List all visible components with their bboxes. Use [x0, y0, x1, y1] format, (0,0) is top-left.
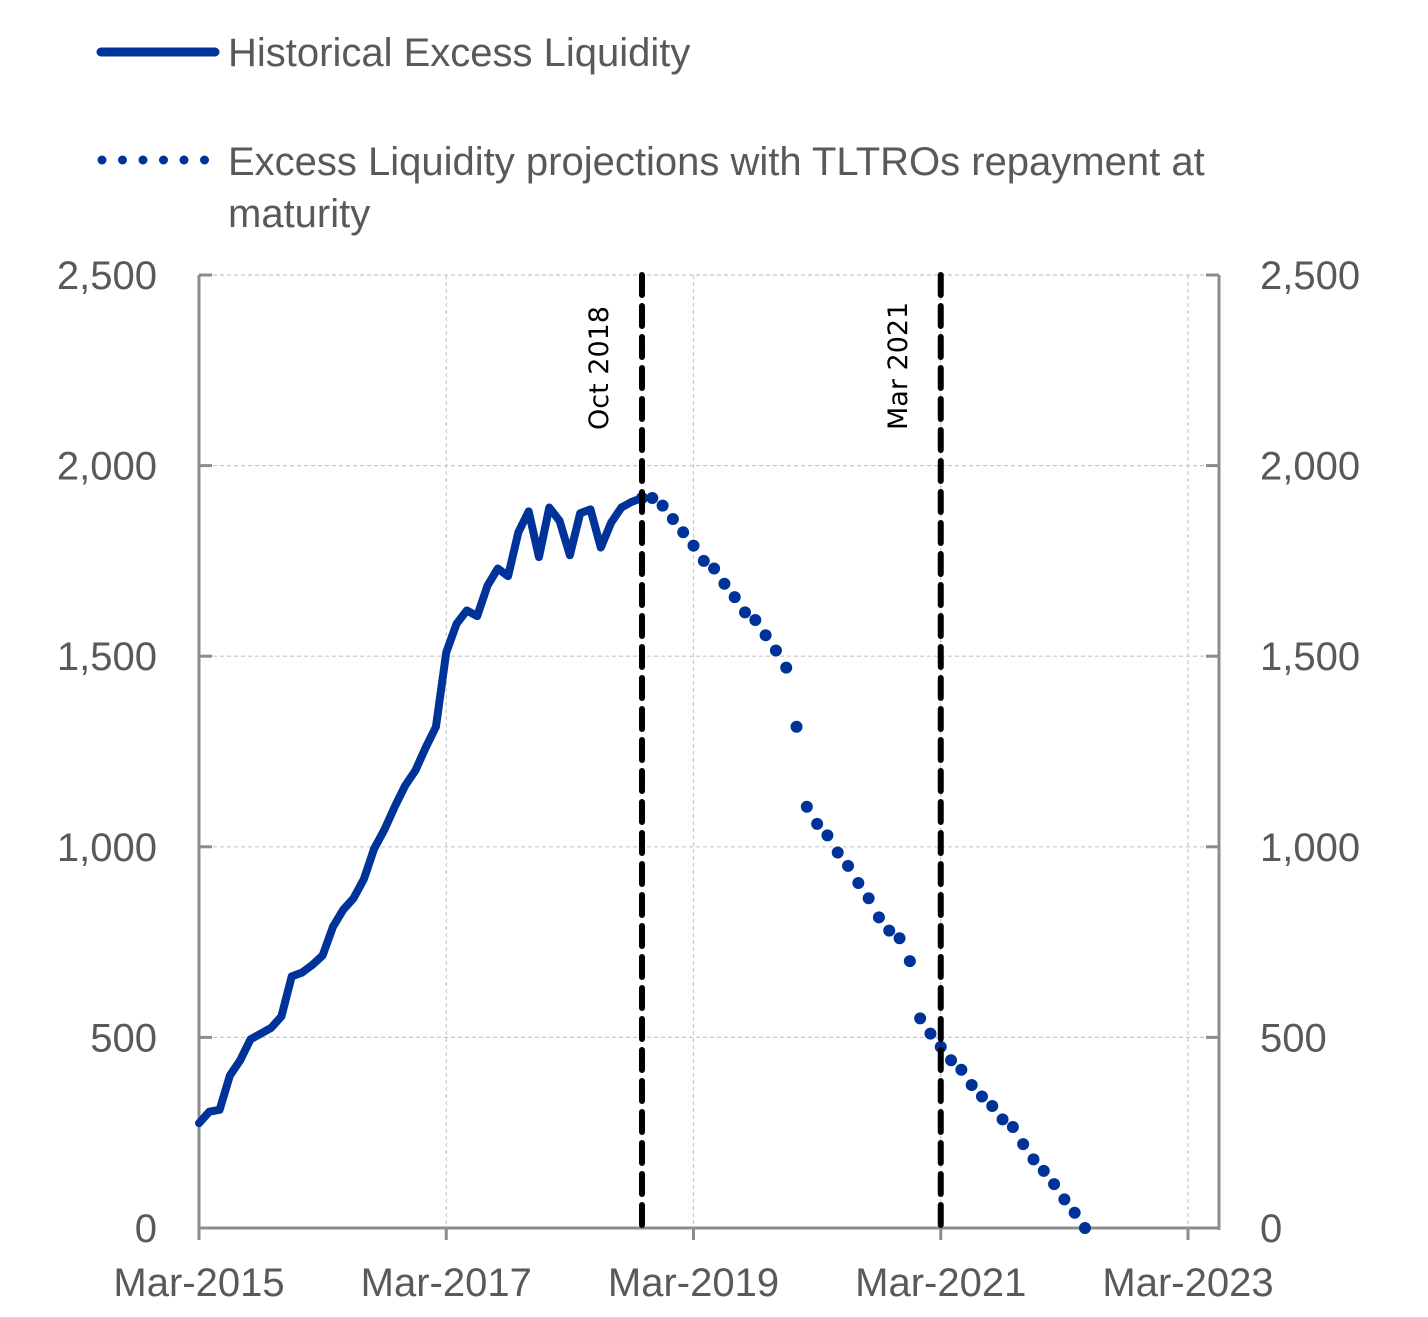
- series-layer: [195, 492, 1091, 1234]
- y-tick-label-right: 500: [1260, 1016, 1327, 1060]
- data-point-projection: [656, 499, 669, 512]
- data-point-projection: [646, 492, 659, 505]
- data-point-projection: [903, 955, 916, 968]
- legend-label-historical: Historical Excess Liquidity: [228, 31, 690, 75]
- annotation-label: Mar 2021: [883, 302, 914, 430]
- data-point-projection: [769, 644, 782, 657]
- series-line-historical: [195, 494, 646, 1128]
- data-point-projection: [1048, 1178, 1061, 1191]
- data-point-projection: [872, 911, 885, 924]
- data-point-projection: [883, 924, 896, 937]
- legend-dot: [97, 155, 107, 165]
- legend-label-projection-line1: Excess Liquidity projections with TLTROs…: [228, 140, 1205, 184]
- x-tick-label: Mar-2015: [113, 1261, 284, 1305]
- data-point-projection: [677, 526, 690, 539]
- annotation-label: Oct 2018: [584, 306, 615, 430]
- y-tick-label-right: 2,000: [1260, 445, 1360, 489]
- data-point-projection: [852, 877, 865, 890]
- data-point-projection: [975, 1090, 988, 1103]
- y-tick-label-left: 500: [90, 1016, 157, 1060]
- axes: [197, 275, 1221, 1230]
- data-point-projection: [697, 554, 710, 567]
- data-point-projection: [728, 591, 741, 604]
- y-tick-label-right: 1,500: [1260, 635, 1360, 679]
- data-point-projection: [1017, 1138, 1030, 1151]
- data-point-projection: [821, 829, 834, 842]
- data-point-projection: [893, 932, 906, 945]
- data-point-projection: [1068, 1206, 1081, 1219]
- legend-dot: [138, 155, 148, 165]
- data-point-projection: [831, 846, 844, 859]
- legend-dot: [159, 155, 168, 165]
- data-point-projection: [687, 539, 700, 552]
- legend-dot: [118, 155, 127, 165]
- data-point-projection: [780, 661, 793, 674]
- data-point-projection: [996, 1113, 1009, 1126]
- x-tick-label: Mar-2021: [855, 1261, 1026, 1305]
- y-tick-label-left: 1,000: [57, 826, 157, 870]
- data-point-projection: [1037, 1164, 1050, 1177]
- legend-dot: [179, 155, 189, 165]
- data-point-projection: [955, 1063, 968, 1076]
- x-tick-label: Mar-2017: [361, 1261, 532, 1305]
- data-point-projection: [862, 892, 875, 905]
- data-point-projection: [800, 800, 813, 813]
- data-point-projection: [666, 512, 679, 525]
- data-point-projection: [842, 859, 855, 872]
- y-axis-left-ticks: 0 500 1,000 1,500 2,000 2,500: [57, 254, 212, 1251]
- data-point-projection: [790, 720, 803, 733]
- legend-label-projection-line2: maturity: [228, 192, 370, 236]
- legend-swatch-projection: [97, 155, 209, 165]
- legend: Historical Excess Liquidity Excess Liqui…: [96, 31, 1216, 236]
- data-point-projection: [986, 1100, 999, 1113]
- y-tick-label-left: 1,500: [57, 635, 157, 679]
- gridlines: [199, 274, 1219, 1228]
- data-point-projection: [718, 577, 731, 590]
- y-tick-label-right: 1,000: [1260, 826, 1360, 870]
- data-point-projection: [739, 606, 752, 619]
- data-point-projection: [914, 1012, 927, 1025]
- data-point-projection: [1058, 1193, 1071, 1206]
- data-point-projection: [1078, 1222, 1091, 1234]
- x-tick-label: Mar-2019: [608, 1261, 779, 1305]
- y-tick-label-left: 2,000: [57, 445, 157, 489]
- y-axis-right-ticks: 0 500 1,000 1,500 2,000 2,500: [1206, 254, 1360, 1251]
- data-point-projection: [811, 817, 824, 830]
- x-axis-ticks: Mar-2015 Mar-2017 Mar-2019 Mar-2021 Mar-2023: [113, 1228, 1274, 1305]
- data-point-projection: [1027, 1153, 1040, 1166]
- data-point-projection: [708, 562, 721, 575]
- y-tick-label-left: 2,500: [57, 254, 157, 298]
- data-point-projection: [924, 1027, 937, 1040]
- data-point-projection: [1006, 1120, 1019, 1133]
- legend-label-projection: Excess Liquidity projections with TLTROs…: [228, 140, 1216, 236]
- data-point-projection: [934, 1040, 947, 1053]
- legend-dot: [200, 155, 209, 165]
- y-tick-label-right: 0: [1260, 1207, 1282, 1251]
- x-tick-label: Mar-2023: [1102, 1261, 1273, 1305]
- data-point-projection: [759, 629, 772, 642]
- annotations-layer: Oct 2018 Mar 2021: [584, 272, 944, 1231]
- data-point-projection: [749, 613, 762, 626]
- y-tick-label-right: 2,500: [1260, 254, 1360, 298]
- data-point-projection: [965, 1079, 978, 1092]
- y-tick-label-left: 0: [135, 1207, 157, 1251]
- data-point-projection: [945, 1054, 958, 1067]
